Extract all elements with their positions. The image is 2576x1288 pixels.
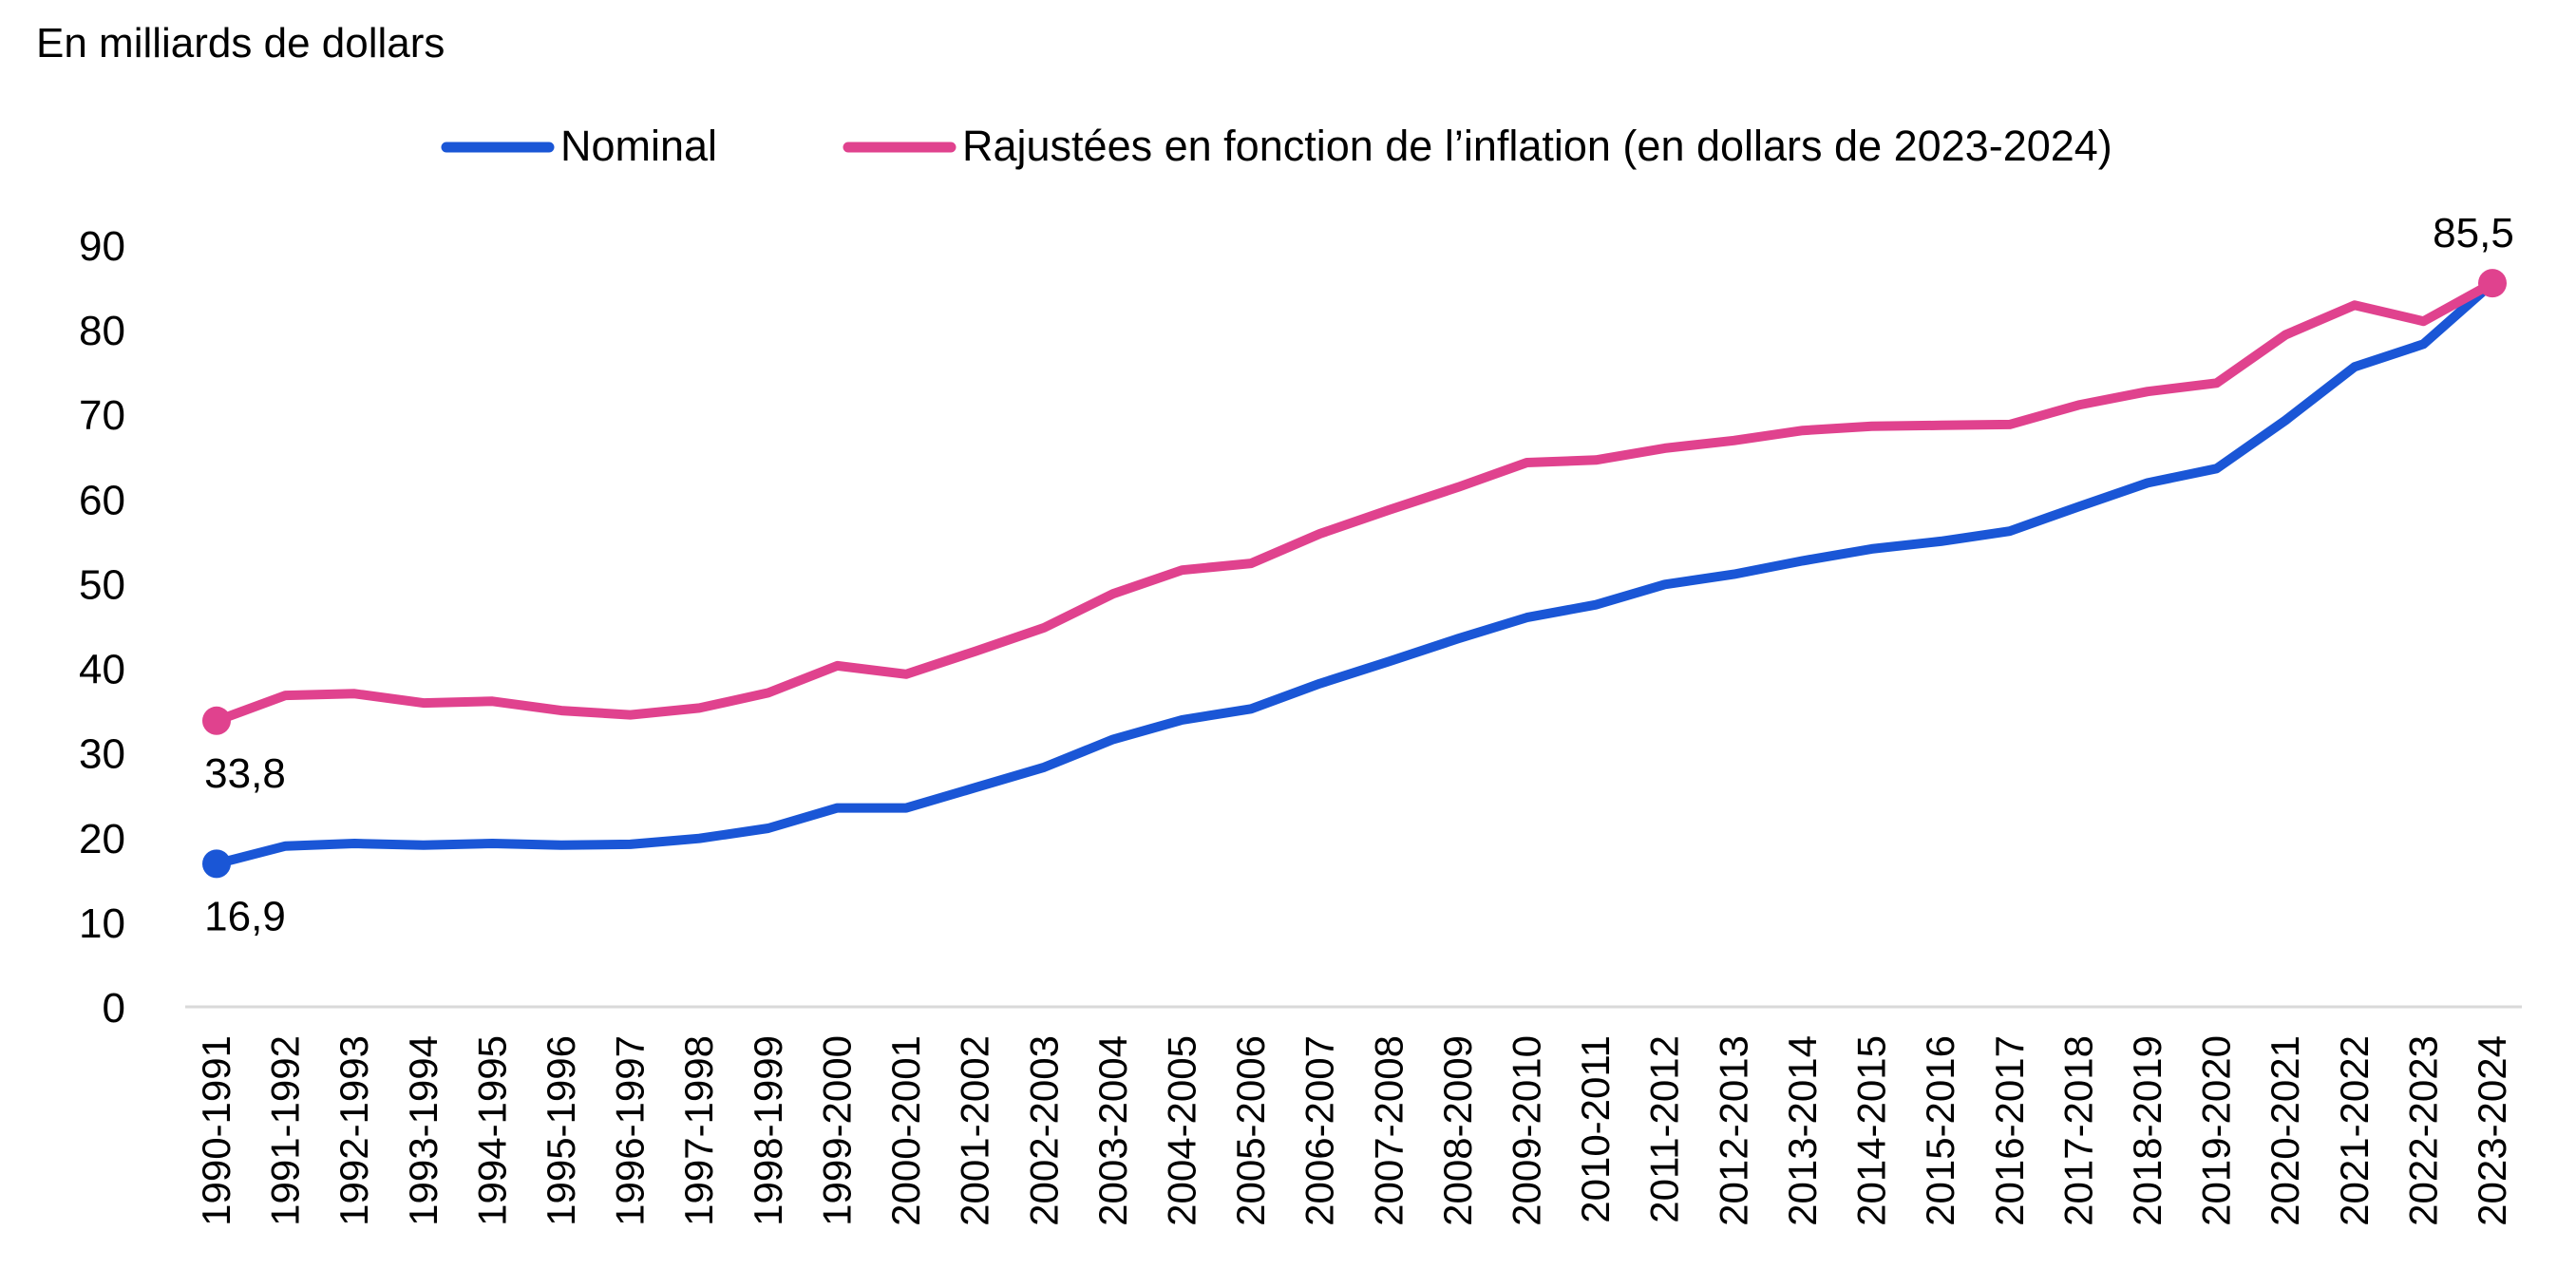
x-tick-label: 1994-1995 xyxy=(469,1035,514,1226)
legend-label: Rajustées en fonction de l’inflation (en… xyxy=(962,122,2112,170)
x-tick-label: 2001-2002 xyxy=(953,1035,997,1226)
x-tick-label: 1996-1997 xyxy=(608,1035,653,1226)
x-tick-label: 1991-1992 xyxy=(263,1035,308,1226)
y-tick-label: 90 xyxy=(79,223,125,270)
series-line xyxy=(212,278,2497,726)
x-tick-label: 2010-2011 xyxy=(1573,1035,1618,1223)
series-line xyxy=(212,278,2497,869)
y-tick-label: 30 xyxy=(79,731,125,778)
y-axis-ticks: 0 10 20 30 40 50 60 70 80 90 xyxy=(79,223,125,1032)
legend-label: Nominal xyxy=(560,122,717,170)
x-tick-label: 2015-2016 xyxy=(1918,1035,1962,1226)
x-tick-label: 2020-2021 xyxy=(2263,1035,2307,1226)
x-tick-label: 2023-2024 xyxy=(2470,1035,2514,1226)
x-tick-label: 2011-2012 xyxy=(1642,1035,1687,1223)
x-tick-label: 2005-2006 xyxy=(1228,1035,1273,1226)
data-point-marker xyxy=(2478,269,2507,298)
x-tick-label: 1997-1998 xyxy=(676,1035,721,1226)
x-tick-label: 2013-2014 xyxy=(1780,1035,1825,1226)
x-tick-label: 2012-2013 xyxy=(1711,1035,1755,1226)
data-label: 16,9 xyxy=(204,893,286,939)
x-tick-label: 2009-2010 xyxy=(1505,1035,1549,1226)
x-tick-label: 2017-2018 xyxy=(2055,1035,2100,1226)
y-axis-label: En milliards de dollars xyxy=(36,20,445,66)
series-lines xyxy=(212,278,2497,869)
data-point-marker xyxy=(202,706,231,735)
x-tick-label: 1998-1999 xyxy=(746,1035,790,1226)
x-tick-label: 2000-2001 xyxy=(883,1035,928,1226)
x-tick-label: 2016-2017 xyxy=(1987,1035,2032,1226)
data-labels: 16,9 33,8 85,5 xyxy=(204,210,2514,939)
x-tick-label: 1993-1994 xyxy=(401,1035,445,1226)
x-tick-label: 2004-2005 xyxy=(1159,1035,1203,1226)
x-tick-label: 2018-2019 xyxy=(2125,1035,2169,1226)
x-tick-label: 2006-2007 xyxy=(1297,1035,1342,1226)
x-tick-label: 1999-2000 xyxy=(814,1035,859,1226)
y-tick-label: 0 xyxy=(103,985,125,1032)
x-tick-label: 2021-2022 xyxy=(2332,1035,2377,1226)
x-tick-label: 2019-2020 xyxy=(2194,1035,2239,1226)
y-tick-label: 80 xyxy=(79,308,125,354)
y-tick-label: 40 xyxy=(79,647,125,693)
legend: Nominal Rajustées en fonction de l’inflat… xyxy=(441,122,2112,170)
y-tick-label: 20 xyxy=(79,816,125,862)
x-tick-label: 2008-2009 xyxy=(1435,1035,1480,1226)
x-tick-label: 2014-2015 xyxy=(1849,1035,1894,1226)
y-tick-label: 70 xyxy=(79,392,125,439)
y-tick-label: 50 xyxy=(79,561,125,608)
x-tick-label: 1995-1996 xyxy=(539,1035,583,1226)
y-tick-label: 10 xyxy=(79,900,125,947)
x-axis-ticks: 1990-1991 1991-1992 1992-1993 1993-1994 1994… xyxy=(194,1035,2514,1226)
y-tick-label: 60 xyxy=(79,477,125,523)
x-tick-label: 2022-2023 xyxy=(2400,1035,2445,1226)
x-tick-label: 2002-2003 xyxy=(1021,1035,1066,1226)
x-tick-label: 2003-2004 xyxy=(1090,1035,1135,1226)
data-label: 85,5 xyxy=(2433,210,2514,256)
x-tick-label: 1990-1991 xyxy=(194,1035,238,1226)
data-label: 33,8 xyxy=(204,750,286,797)
x-tick-label: 2007-2008 xyxy=(1366,1035,1411,1226)
data-point-markers xyxy=(202,269,2507,879)
data-point-marker xyxy=(202,849,231,879)
x-tick-label: 1992-1993 xyxy=(331,1035,376,1226)
